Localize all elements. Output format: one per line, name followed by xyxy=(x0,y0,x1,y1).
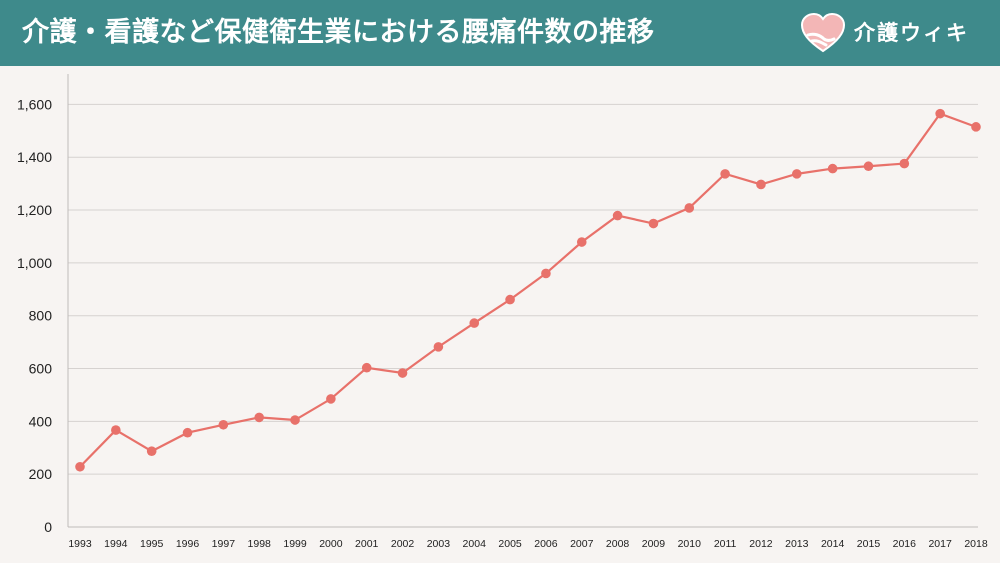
data-point xyxy=(361,362,372,373)
y-tick-label: 1,000 xyxy=(17,255,52,271)
data-point xyxy=(218,419,229,430)
y-tick-label: 1,600 xyxy=(17,96,52,112)
x-tick-label: 1993 xyxy=(68,538,92,550)
heart-hands-icon xyxy=(800,13,846,53)
y-tick-labels: 0 200 400 600 800 1,000 1,200 1,400 1,600 xyxy=(17,96,52,535)
data-point xyxy=(756,179,766,190)
x-tick-label: 2017 xyxy=(928,538,952,550)
data-point xyxy=(397,368,408,378)
x-tick-label: 2013 xyxy=(785,538,809,550)
x-tick-label: 2011 xyxy=(714,538,737,550)
header-bar: 介護・看護など保健衛生業における腰痛件数の推移 介護ウィキ xyxy=(0,0,1000,66)
series-layer xyxy=(75,108,981,472)
x-tick-label: 2007 xyxy=(570,538,594,550)
x-tick-label: 2001 xyxy=(355,538,379,550)
data-point xyxy=(899,158,910,169)
data-point xyxy=(111,425,121,435)
data-point xyxy=(612,210,623,221)
y-tick-label: 400 xyxy=(29,413,53,429)
x-tick-label: 1996 xyxy=(176,538,200,550)
data-point xyxy=(469,318,480,328)
x-tick-label: 2000 xyxy=(319,538,343,550)
x-tick-label: 2008 xyxy=(606,538,630,550)
data-point xyxy=(254,412,264,423)
data-point xyxy=(863,161,874,172)
x-tick-label: 2006 xyxy=(534,538,558,550)
data-point xyxy=(326,394,336,404)
logo-text: 介護ウィキ xyxy=(854,21,969,45)
data-point xyxy=(720,169,730,179)
site-logo[interactable]: 介護ウィキ xyxy=(800,10,990,56)
x-tick-label: 2004 xyxy=(463,538,487,550)
x-tick-label: 2015 xyxy=(857,538,881,550)
page-title: 介護・看護など保健衛生業における腰痛件数の推移 xyxy=(22,17,655,48)
data-point xyxy=(75,461,85,472)
data-point xyxy=(648,218,659,229)
data-point xyxy=(290,415,300,425)
x-tick-label: 2014 xyxy=(821,538,845,550)
x-tick-label: 2016 xyxy=(893,538,917,550)
x-tick-labels: 1993 1994 1995 1996 1997 1998 1999 2000 2001 2002… xyxy=(68,538,988,550)
data-point xyxy=(576,237,587,247)
y-tick-label: 1,200 xyxy=(17,202,52,218)
x-tick-label: 1998 xyxy=(248,538,272,550)
x-tick-label: 1995 xyxy=(140,538,164,550)
data-point xyxy=(433,342,444,352)
y-tick-label: 200 xyxy=(29,466,53,482)
y-tick-label: 0 xyxy=(44,519,52,535)
data-point xyxy=(146,446,157,456)
x-tick-label: 2012 xyxy=(749,538,773,550)
y-tick-label: 1,400 xyxy=(17,149,52,165)
x-tick-label: 2005 xyxy=(498,538,522,550)
y-tick-label: 800 xyxy=(29,308,53,324)
y-tick-label: 600 xyxy=(29,361,53,377)
x-tick-label: 1994 xyxy=(104,538,128,550)
data-point xyxy=(827,163,838,174)
x-tick-label: 2009 xyxy=(642,538,666,550)
data-point xyxy=(935,108,945,119)
series-line xyxy=(79,112,977,468)
data-point xyxy=(684,203,695,213)
data-point xyxy=(505,294,515,305)
data-point xyxy=(792,169,802,179)
x-tick-label: 2002 xyxy=(391,538,415,550)
grid-lines xyxy=(68,103,978,475)
data-point xyxy=(541,268,551,279)
data-point xyxy=(971,122,981,132)
x-tick-label: 2010 xyxy=(678,538,702,550)
axes xyxy=(67,74,978,528)
x-tick-label: 2018 xyxy=(964,538,988,550)
x-tick-label: 2003 xyxy=(427,538,451,550)
x-tick-label: 1999 xyxy=(283,538,307,550)
data-point xyxy=(182,427,193,438)
x-tick-label: 1997 xyxy=(212,538,236,550)
